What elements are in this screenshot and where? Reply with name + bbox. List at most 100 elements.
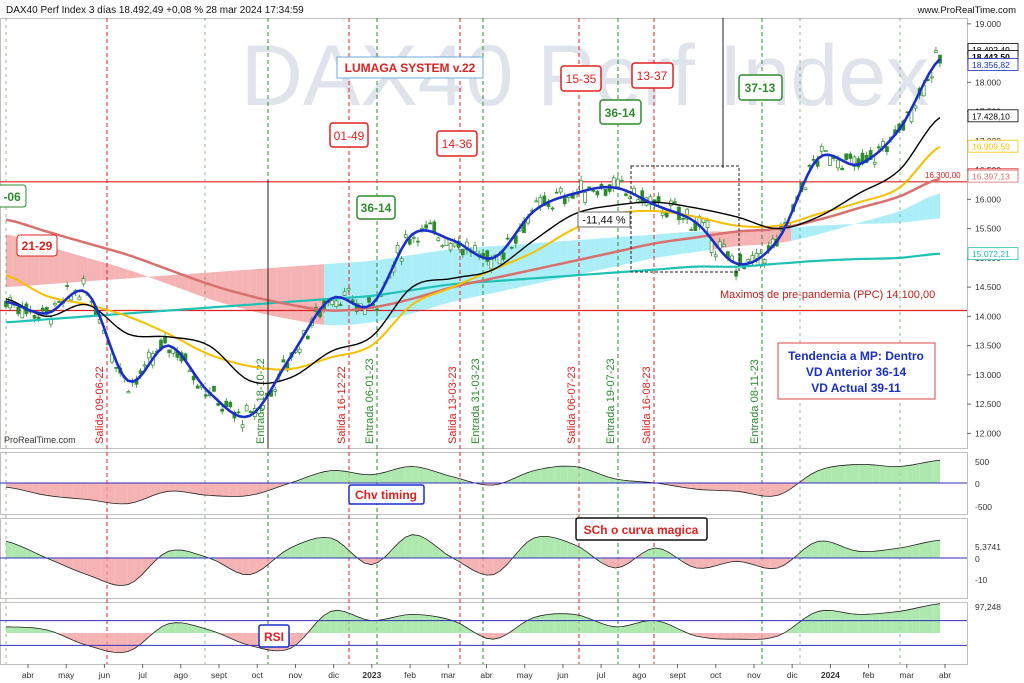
- cloud-segment: [764, 229, 771, 245]
- osc-fill: [330, 538, 338, 558]
- cycle-box: [738, 74, 783, 101]
- osc-fill: [662, 549, 670, 558]
- osc-fill: [594, 620, 602, 633]
- osc-fill: [547, 536, 555, 558]
- osc-fill: [195, 553, 203, 558]
- osc-fill: [93, 558, 101, 581]
- osc-fill: [838, 465, 846, 483]
- osc-fill: [770, 483, 778, 497]
- month-label: dic: [328, 670, 340, 680]
- price-badge-label: 15.072,21: [972, 249, 1010, 259]
- cloud-segment: [202, 272, 210, 299]
- osc-fill: [648, 620, 656, 633]
- osc-fill: [703, 633, 710, 639]
- osc-fill: [80, 483, 88, 500]
- osc-fill: [852, 550, 859, 558]
- cycle-label: 36-14: [361, 201, 392, 215]
- candle-body: [558, 187, 563, 193]
- osc-fill: [459, 623, 467, 633]
- osc-fill: [479, 633, 487, 639]
- osc-fill: [141, 558, 149, 576]
- osc-fill: [736, 483, 744, 493]
- price-tick-label: 16.000: [975, 194, 1001, 204]
- cloud-segment: [804, 226, 812, 238]
- osc-fill: [581, 548, 589, 558]
- cloud-segment: [439, 249, 446, 306]
- candle-body: [261, 405, 265, 410]
- osc-fill: [425, 538, 433, 558]
- osc-fill: [364, 619, 372, 633]
- osc-fill: [865, 551, 873, 558]
- osc-fill: [290, 633, 298, 649]
- cloud-segment: [263, 268, 270, 316]
- cycle-label: 21-29: [22, 239, 53, 253]
- osc2-title-box: [575, 517, 708, 541]
- osc-fill: [588, 618, 595, 633]
- month-label: sept: [211, 670, 228, 680]
- osc-fill: [811, 470, 819, 483]
- cloud-segment: [852, 222, 859, 225]
- osc-fill: [757, 633, 765, 640]
- candle-body: [416, 240, 420, 243]
- cloud-segment: [784, 227, 792, 243]
- osc-fill: [770, 633, 778, 638]
- cloud-segment: [195, 272, 203, 297]
- candle-body: [281, 359, 286, 363]
- osc-fill: [500, 558, 507, 572]
- osc-fill: [547, 613, 555, 633]
- cloud-segment: [269, 267, 277, 317]
- cloud-segment: [824, 224, 832, 233]
- month-label: may: [517, 670, 534, 680]
- osc-fill: [73, 558, 81, 573]
- osc-fill: [141, 633, 149, 644]
- osc-fill: [669, 483, 677, 487]
- price-badge: [967, 58, 1019, 71]
- osc-fill: [560, 613, 568, 633]
- candle-body: [660, 212, 665, 216]
- osc-fill: [114, 558, 122, 586]
- osc-fill: [777, 483, 785, 496]
- osc-fill: [121, 558, 128, 586]
- candle-body: [872, 161, 877, 165]
- candle-body: [424, 224, 428, 229]
- osc-fill: [689, 483, 697, 490]
- osc-fill: [486, 633, 494, 640]
- osc-fill: [412, 534, 419, 558]
- osc-fill: [730, 633, 737, 640]
- candle-body: [595, 191, 600, 196]
- osc-fill: [926, 604, 934, 633]
- drawdown-box: [630, 165, 740, 273]
- osc-fill: [303, 475, 311, 483]
- cloud-segment: [520, 243, 528, 288]
- osc-fill: [459, 478, 467, 483]
- osc-fill: [6, 626, 13, 633]
- candle-body: [436, 237, 441, 242]
- osc-fill: [533, 615, 541, 633]
- osc-fill: [188, 483, 196, 494]
- osc-fill: [107, 633, 115, 653]
- cloud-segment: [324, 263, 331, 326]
- month-label: oct: [710, 670, 722, 680]
- osc-fill: [425, 615, 433, 633]
- osc-fill: [852, 613, 859, 633]
- signal-label: Salida 06-07-23: [566, 366, 578, 444]
- osc-fill: [933, 540, 940, 558]
- osc-fill: [100, 483, 108, 503]
- cloud-segment: [865, 219, 873, 224]
- cloud-segment: [290, 266, 298, 321]
- cloud-segment: [121, 267, 128, 279]
- cloud-segment: [730, 231, 737, 247]
- signal-label: Salida 16-08-23: [641, 366, 653, 444]
- cycle-label: 13-37: [637, 69, 668, 83]
- candle-body: [823, 150, 828, 152]
- osc-fill: [520, 542, 528, 558]
- cloud-segment: [53, 248, 61, 284]
- candle-body: [4, 300, 8, 308]
- osc-fill: [357, 473, 365, 483]
- osc-fill: [879, 549, 886, 558]
- cloud-segment: [473, 247, 480, 298]
- osc-fill: [391, 542, 399, 558]
- osc-fill: [716, 558, 724, 566]
- cycle-box: [356, 195, 396, 220]
- candle-body: [611, 177, 616, 188]
